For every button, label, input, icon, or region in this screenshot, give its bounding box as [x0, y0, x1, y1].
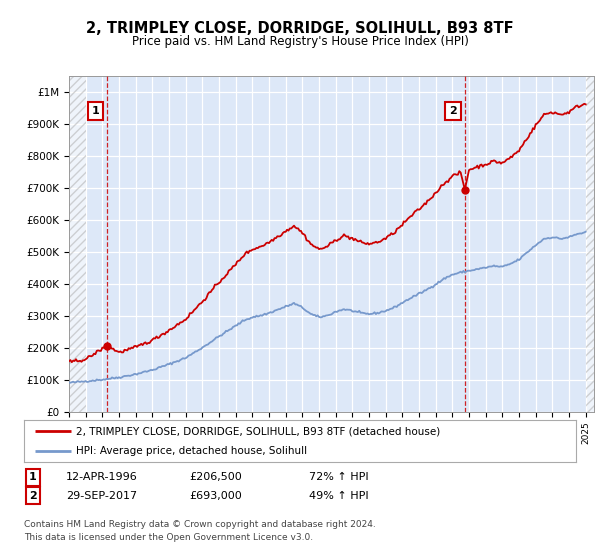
- Text: This data is licensed under the Open Government Licence v3.0.: This data is licensed under the Open Gov…: [24, 533, 313, 542]
- Text: Contains HM Land Registry data © Crown copyright and database right 2024.: Contains HM Land Registry data © Crown c…: [24, 520, 376, 529]
- Bar: [586, 76, 594, 412]
- Text: 2: 2: [29, 491, 37, 501]
- Bar: [69, 76, 86, 412]
- Text: 29-SEP-2017: 29-SEP-2017: [66, 491, 137, 501]
- Text: HPI: Average price, detached house, Solihull: HPI: Average price, detached house, Soli…: [76, 446, 308, 456]
- Text: 72% ↑ HPI: 72% ↑ HPI: [309, 472, 368, 482]
- Text: £693,000: £693,000: [189, 491, 242, 501]
- Text: 1: 1: [92, 106, 100, 116]
- Text: 49% ↑ HPI: 49% ↑ HPI: [309, 491, 368, 501]
- Text: 12-APR-1996: 12-APR-1996: [66, 472, 138, 482]
- Text: 2: 2: [449, 106, 457, 116]
- Text: 1: 1: [29, 472, 37, 482]
- Text: 2, TRIMPLEY CLOSE, DORRIDGE, SOLIHULL, B93 8TF: 2, TRIMPLEY CLOSE, DORRIDGE, SOLIHULL, B…: [86, 21, 514, 36]
- Text: Price paid vs. HM Land Registry's House Price Index (HPI): Price paid vs. HM Land Registry's House …: [131, 35, 469, 48]
- Bar: [69, 76, 86, 412]
- Bar: [586, 76, 594, 412]
- Text: £206,500: £206,500: [189, 472, 242, 482]
- Bar: [69, 76, 86, 412]
- Text: 2, TRIMPLEY CLOSE, DORRIDGE, SOLIHULL, B93 8TF (detached house): 2, TRIMPLEY CLOSE, DORRIDGE, SOLIHULL, B…: [76, 426, 440, 436]
